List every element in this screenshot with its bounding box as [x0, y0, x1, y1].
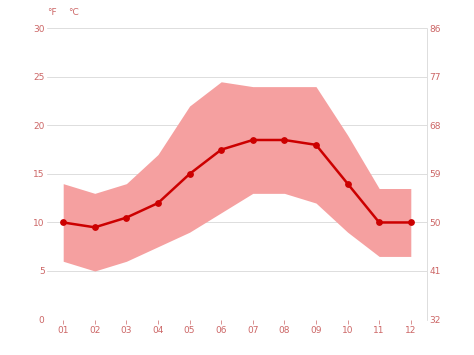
Text: °C: °C [68, 8, 79, 17]
Point [312, 142, 320, 148]
Point [123, 215, 130, 220]
Point [249, 137, 256, 143]
Point [186, 171, 193, 177]
Point [281, 137, 288, 143]
Point [407, 220, 415, 225]
Point [154, 200, 162, 206]
Point [375, 220, 383, 225]
Point [59, 220, 67, 225]
Text: °F: °F [47, 8, 57, 17]
Point [344, 181, 351, 186]
Point [91, 224, 99, 230]
Point [218, 147, 225, 153]
